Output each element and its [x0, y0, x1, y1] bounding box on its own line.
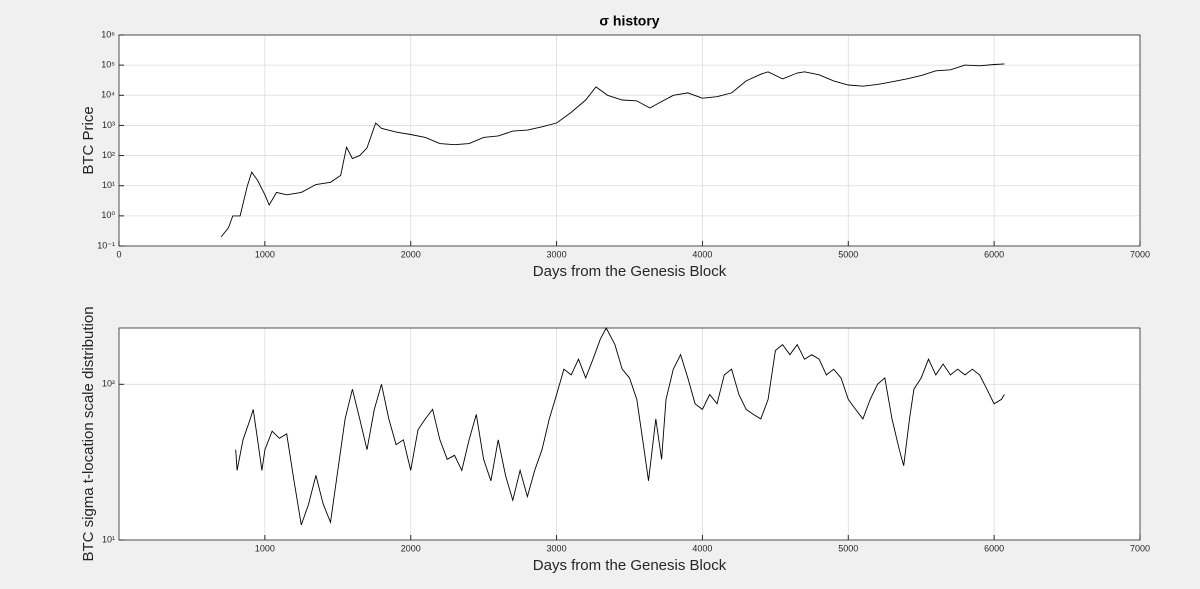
y-tick-label: 10¹	[102, 180, 115, 190]
x-tick-label: 4000	[692, 543, 712, 553]
x-tick-label: 3000	[547, 543, 567, 553]
x-tick-label: 1000	[255, 543, 275, 553]
axes-box	[118, 327, 1141, 541]
x-tick-label: 3000	[547, 249, 567, 259]
x-tick-label: 4000	[692, 249, 712, 259]
y-axis-label: BTC sigma t-location scale distribution	[80, 306, 97, 561]
plot-area	[119, 328, 1140, 540]
y-tick-label: 10⁰	[101, 210, 115, 220]
x-tick-label: 0	[116, 249, 121, 259]
y-tick-label: 10⁶	[101, 29, 115, 39]
x-tick-label: 6000	[984, 543, 1004, 553]
x-tick-label: 7000	[1130, 543, 1150, 553]
x-tick-label: 6000	[984, 249, 1004, 259]
y-tick-label: 10²	[102, 379, 115, 389]
y-tick-label: 10⁵	[101, 60, 115, 70]
y-tick-label: 10²	[102, 150, 115, 160]
x-axis-label: Days from the Genesis Block	[533, 557, 727, 574]
chart-title: σ history	[599, 13, 659, 29]
y-tick-label: 10¹	[102, 534, 115, 544]
y-tick-label: 10⁻¹	[97, 240, 115, 250]
y-axis-label: BTC Price	[80, 106, 97, 174]
y-tick-label: 10³	[102, 120, 115, 130]
x-tick-label: 5000	[838, 249, 858, 259]
axes-box	[118, 34, 1141, 247]
x-tick-label: 2000	[401, 249, 421, 259]
x-axis-label: Days from the Genesis Block	[533, 263, 727, 280]
plot-area	[119, 35, 1140, 246]
x-tick-label: 5000	[838, 543, 858, 553]
x-tick-label: 7000	[1130, 249, 1150, 259]
x-tick-label: 2000	[401, 543, 421, 553]
y-tick-label: 10⁴	[101, 90, 115, 100]
x-tick-label: 1000	[255, 249, 275, 259]
data-line	[220, 63, 1005, 238]
data-line	[235, 327, 1005, 526]
